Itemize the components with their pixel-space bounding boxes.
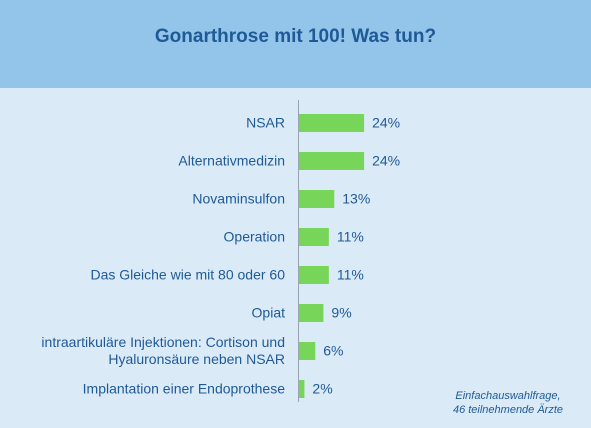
bar: [299, 228, 329, 246]
value-label: 11%: [337, 267, 364, 283]
category-label: intraartikuläre Injektionen: Cortison un…: [41, 334, 285, 367]
value-label: 2%: [312, 381, 332, 397]
note: Einfachauswahlfrage, 46 teilnehmende Ärz…: [452, 390, 564, 416]
category-label: Opiat: [251, 304, 285, 321]
value-label: 24%: [372, 153, 400, 169]
value-label: 13%: [342, 191, 370, 207]
category-label: Das Gleiche wie mit 80 oder 60: [90, 266, 285, 283]
category-label: Alternativmedizin: [178, 152, 285, 169]
category-label: NSAR: [246, 114, 285, 131]
category-label: Operation: [223, 228, 285, 245]
value-label: 6%: [323, 343, 343, 359]
bar: [299, 152, 365, 170]
value-label: 9%: [331, 305, 351, 321]
bar: [299, 342, 316, 360]
value-label: 24%: [372, 115, 400, 131]
bar: [299, 380, 305, 398]
bar: [299, 304, 324, 322]
bar: [299, 114, 365, 132]
chart-title: Gonarthrose mit 100! Was tun?: [154, 26, 437, 47]
category-label: Novaminsulfon: [192, 190, 285, 207]
bar: [299, 190, 335, 208]
bar: [299, 266, 329, 284]
value-label: 11%: [337, 229, 364, 245]
header: Gonarthrose mit 100! Was tun?: [0, 0, 591, 88]
category-label: Implantation einer Endoprothese: [82, 380, 285, 397]
